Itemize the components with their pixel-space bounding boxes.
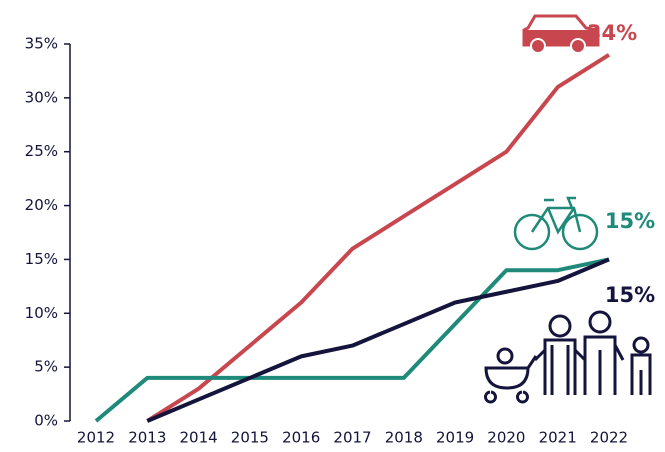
y-tick-label: 0%	[34, 412, 58, 430]
x-tick-label: 2017	[333, 429, 371, 447]
line-series	[94, 257, 610, 423]
value-label: 15%	[605, 283, 655, 307]
y-tick-label: 5%	[34, 358, 58, 376]
line-series	[146, 257, 610, 423]
x-tick-label: 2015	[231, 429, 269, 447]
x-tick-label: 2021	[539, 429, 577, 447]
value-label: 15%	[605, 209, 655, 233]
bike-icon	[513, 196, 599, 251]
family-icon	[484, 310, 652, 404]
x-tick-label: 2016	[282, 429, 320, 447]
x-tick-label: 2018	[385, 429, 423, 447]
y-tick-label: 25%	[25, 142, 58, 160]
y-tick-label: 10%	[25, 304, 58, 322]
x-tick-label: 2012	[77, 429, 115, 447]
x-tick-label: 2013	[128, 429, 166, 447]
y-tick-label: 35%	[25, 35, 58, 53]
line-series	[146, 53, 611, 423]
y-tick-label: 20%	[25, 196, 58, 214]
x-tick-label: 2014	[180, 429, 218, 447]
x-tick-label: 2020	[487, 429, 525, 447]
value-label: 34%	[587, 21, 637, 45]
car-icon	[522, 14, 600, 54]
y-tick-label: 30%	[25, 88, 58, 106]
x-tick-label: 2022	[590, 429, 628, 447]
y-tick-label: 15%	[25, 250, 58, 268]
x-tick-label: 2019	[436, 429, 474, 447]
